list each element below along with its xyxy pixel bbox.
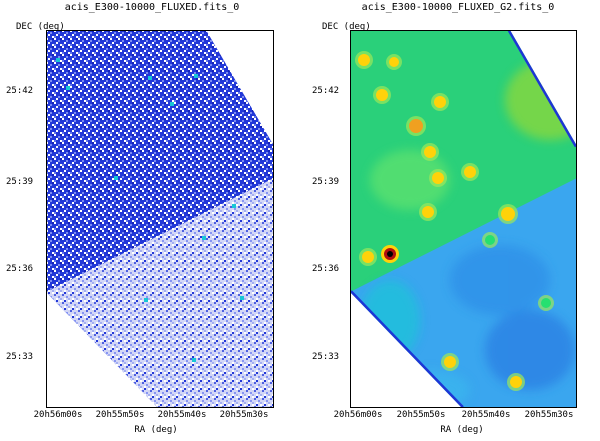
right-x-tick-2: 20h55m50s xyxy=(396,410,446,420)
right-plot-frame xyxy=(350,30,577,408)
left-lower-chip-region xyxy=(46,178,274,408)
right-source-marker xyxy=(358,54,370,66)
right-source-marker xyxy=(444,356,456,368)
right-source-marker xyxy=(376,89,388,101)
right-y-tick-4: 25:33 xyxy=(312,352,340,362)
left-source-marker xyxy=(240,296,244,300)
left-source-marker xyxy=(170,102,174,106)
left-source-marker xyxy=(148,76,152,80)
left-x-axis-label: RA (deg) xyxy=(134,425,178,435)
left-x-tick-1: 20h56m00s xyxy=(33,410,83,420)
right-x-tick-3: 20h55m40s xyxy=(461,410,511,420)
right-bright-source-core xyxy=(387,251,393,257)
left-x-tick-4: 20h55m30s xyxy=(219,410,269,420)
right-y-tick-1: 25:42 xyxy=(312,86,340,96)
left-panel-title: acis_E300-10000_FLUXED.fits_0 xyxy=(64,2,240,13)
right-y-tick-3: 25:36 xyxy=(312,264,340,274)
left-plot-frame xyxy=(46,30,274,408)
left-y-tick-2: 25:39 xyxy=(6,177,34,187)
right-sources-layer xyxy=(355,51,554,391)
right-source-marker xyxy=(424,146,436,158)
left-x-tick-3: 20h55m40s xyxy=(157,410,207,420)
right-source-marker xyxy=(501,207,515,221)
left-source-marker xyxy=(66,86,70,90)
right-x-axis-label: RA (deg) xyxy=(440,425,484,435)
left-y-tick-4: 25:33 xyxy=(6,352,34,362)
right-x-tick-1: 20h56m00s xyxy=(333,410,383,420)
right-source-marker xyxy=(464,166,476,178)
right-image-plot[interactable] xyxy=(350,30,577,408)
left-source-marker xyxy=(114,176,118,180)
right-y-tick-2: 25:39 xyxy=(312,177,340,187)
left-source-marker xyxy=(192,358,196,362)
left-x-tick-2: 20h55m50s xyxy=(95,410,145,420)
right-source-marker xyxy=(434,96,446,108)
right-panel-title: acis_E300-10000_FLUXED_G2.fits_0 xyxy=(361,2,555,13)
left-source-marker xyxy=(202,236,206,240)
left-dec-axis-label: DEC (deg) xyxy=(16,22,65,32)
left-y-tick-1: 25:42 xyxy=(6,86,34,96)
right-source-marker xyxy=(362,251,374,263)
left-source-marker xyxy=(232,204,236,208)
left-sources-layer xyxy=(56,58,244,362)
right-source-marker xyxy=(432,172,444,184)
right-source-marker xyxy=(541,298,551,308)
right-source-marker xyxy=(409,119,423,133)
right-source-marker xyxy=(510,376,522,388)
right-dec-axis-label: DEC (deg) xyxy=(322,22,371,32)
right-source-marker xyxy=(422,206,434,218)
left-y-tick-3: 25:36 xyxy=(6,264,34,274)
left-image-plot[interactable] xyxy=(46,30,274,408)
left-source-marker xyxy=(194,74,198,78)
left-source-marker xyxy=(144,298,148,302)
right-source-marker xyxy=(485,235,495,245)
right-source-marker xyxy=(389,57,399,67)
right-x-tick-4: 20h55m30s xyxy=(524,410,574,420)
left-source-marker xyxy=(56,58,60,62)
